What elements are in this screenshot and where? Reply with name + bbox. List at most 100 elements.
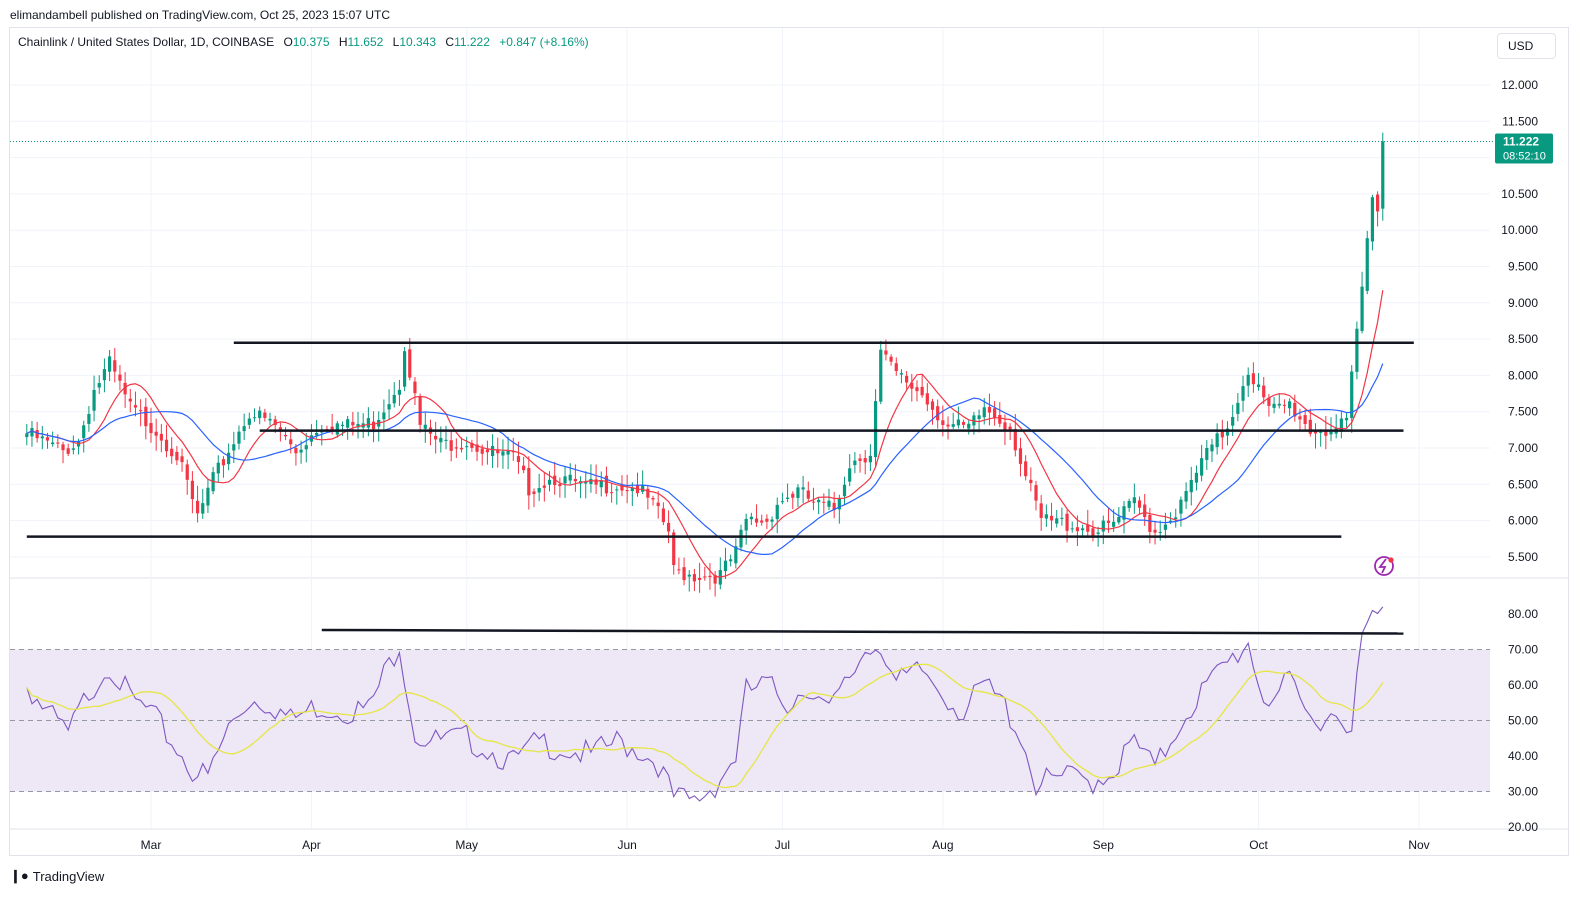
candle-body (1029, 479, 1033, 484)
close-value: 11.222 (454, 35, 490, 49)
candle-body (454, 447, 458, 449)
candle-body (201, 503, 205, 514)
candle-body (610, 492, 614, 494)
candle-body (159, 433, 163, 441)
published-caption: elimandambell published on TradingView.c… (10, 8, 390, 22)
candle-body (796, 487, 800, 498)
price-tick-label: 9.000 (1508, 296, 1538, 310)
candle-body (848, 468, 852, 482)
symbol-name[interactable]: Chainlink / United States Dollar, 1D, CO… (18, 35, 275, 49)
candle-body (1132, 497, 1136, 504)
candle-body (1018, 448, 1023, 464)
time-tick-label: Oct (1249, 838, 1268, 852)
candle-body (584, 481, 588, 484)
candle-body (1329, 431, 1333, 435)
candle-body (413, 381, 417, 394)
ma-slow-line (26, 363, 1384, 555)
candle-body (258, 410, 262, 419)
candle-body (346, 419, 350, 428)
candle-body (894, 363, 898, 372)
candle-body (604, 475, 609, 494)
price-tick-label: 9.500 (1508, 260, 1538, 274)
candle-body (879, 349, 883, 402)
candle-body (294, 447, 298, 454)
candle-body (1200, 458, 1204, 476)
candle-body (496, 450, 500, 454)
candle-body (692, 574, 697, 582)
candle-body (242, 426, 246, 432)
candle-body (1080, 528, 1085, 531)
price-tick-label: 10.000 (1501, 223, 1538, 237)
candle-body (1241, 386, 1245, 401)
candle-body (998, 415, 1002, 424)
candle-body (1065, 513, 1069, 531)
candle-body (522, 465, 526, 471)
last-price-marker: 11.222 08:52:10 (10, 133, 1553, 164)
candle-body (82, 425, 86, 439)
candle-body (1008, 426, 1012, 430)
candle-body (1174, 517, 1178, 519)
candle-body (889, 356, 893, 362)
candle-body (749, 516, 753, 520)
candle-body (180, 456, 184, 463)
candle-body (682, 567, 686, 581)
candle-body (1324, 431, 1328, 436)
candle-body (1293, 402, 1297, 417)
candle-body (594, 479, 598, 485)
candle-body (868, 455, 872, 463)
candle-body (651, 497, 655, 500)
candle-body (1003, 422, 1007, 431)
price-tick-label: 5.500 (1508, 550, 1538, 564)
candle-body (666, 522, 671, 532)
candle-body (599, 480, 603, 488)
candle-body (1179, 499, 1183, 514)
candle-body (1256, 384, 1261, 388)
time-tick-label: May (455, 838, 478, 852)
price-tick-label: 6.500 (1508, 477, 1538, 491)
candle-body (765, 518, 769, 522)
candle-body (102, 369, 107, 381)
time-tick-label: Jul (775, 838, 790, 852)
price-axis: 12.00011.50011.00010.50010.0009.5009.000… (1501, 78, 1538, 834)
candle-body (444, 439, 448, 441)
candle-body (837, 498, 841, 510)
candle-body (144, 406, 148, 427)
currency-button[interactable]: USD (1497, 33, 1556, 59)
candle-body (925, 393, 929, 405)
candle-body (1163, 524, 1167, 530)
candle-body (35, 430, 39, 439)
high-label: H (338, 35, 348, 49)
candle-body (547, 479, 552, 485)
candle-body (1148, 514, 1152, 532)
candle-body (1355, 328, 1359, 372)
candle-body (1231, 416, 1235, 426)
candle-body (780, 501, 785, 503)
candle-body (646, 488, 650, 498)
candle-body (687, 574, 691, 577)
candle-body (216, 462, 220, 474)
price-tick-label: 8.000 (1508, 368, 1538, 382)
candle-body (1143, 504, 1147, 518)
flash-icon[interactable] (1374, 556, 1394, 576)
candle-body (791, 493, 795, 498)
candle-body (806, 490, 810, 499)
candle-body (1262, 385, 1266, 398)
candle-body (506, 451, 510, 455)
rsi-ma-line (26, 663, 1384, 789)
candle-body (149, 423, 153, 434)
candle-body (775, 504, 779, 520)
candle-body (1024, 461, 1028, 477)
candle-body (397, 389, 402, 395)
candle-body (527, 467, 531, 496)
candle-body (817, 499, 821, 503)
rsi-trend-line (321, 628, 1404, 635)
footer-brand[interactable]: ❙● TradingView (10, 868, 104, 884)
candle-body (30, 428, 34, 437)
candle-body (568, 474, 572, 481)
candle-body (1277, 403, 1281, 406)
change-value: +0.847 (+8.16%) (499, 35, 589, 49)
candle-body (760, 520, 764, 523)
candle-body (708, 575, 712, 578)
candle-body (1034, 485, 1038, 501)
